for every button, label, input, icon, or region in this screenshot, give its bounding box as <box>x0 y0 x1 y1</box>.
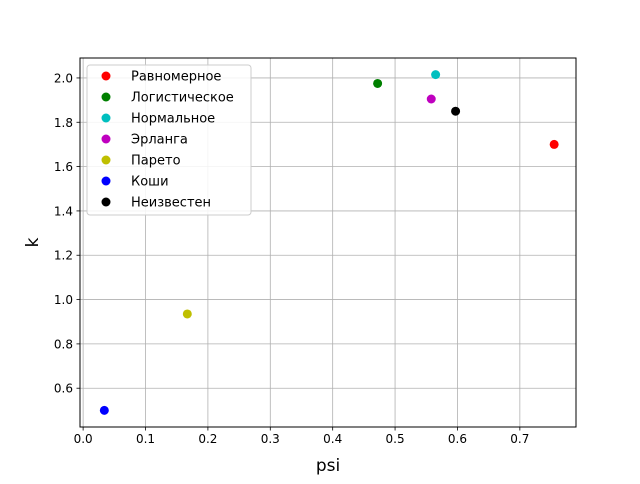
x-tick-label: 0.1 <box>136 432 155 446</box>
y-tick-label: 1.4 <box>54 204 73 218</box>
x-tick-label: 0.6 <box>448 432 467 446</box>
legend-marker <box>101 92 111 102</box>
y-tick-label: 2.0 <box>54 71 73 85</box>
y-tick-label: 1.8 <box>54 116 73 130</box>
x-tick-label: 0.0 <box>74 432 93 446</box>
axis-ticks: 0.0 0.1 0.2 0.3 0.4 0.5 0.6 0.7 0.6 0.8 1.0 1.2 1.4 1… <box>54 71 529 446</box>
data-point <box>373 78 383 88</box>
data-point <box>431 70 441 80</box>
y-tick-label: 1.0 <box>54 293 73 307</box>
y-tick-label: 1.2 <box>54 249 73 263</box>
y-tick-label: 0.8 <box>54 337 73 351</box>
x-tick-label: 0.5 <box>386 432 405 446</box>
legend-label: Неизвестен <box>131 196 211 211</box>
x-axis-label: psi <box>316 456 340 476</box>
legend-label: Нормальное <box>131 112 215 127</box>
data-point <box>426 94 436 104</box>
data-point <box>99 405 109 415</box>
y-tick-label: 1.6 <box>54 160 73 174</box>
data-point <box>549 139 559 149</box>
data-point <box>451 106 461 116</box>
x-tick-label: 0.4 <box>323 432 342 446</box>
legend-label: Равномерное <box>131 70 221 85</box>
legend-box <box>86 64 252 216</box>
legend-label: Эрланга <box>131 133 188 148</box>
legend-label: Логистическое <box>131 91 234 106</box>
legend-marker <box>101 197 111 207</box>
x-tick-label: 0.3 <box>261 432 280 446</box>
data-point <box>182 309 192 319</box>
plot-frame <box>79 57 577 428</box>
x-tick-label: 0.2 <box>198 432 217 446</box>
x-tick-label: 0.7 <box>510 432 529 446</box>
y-axis-label: k <box>23 237 43 247</box>
legend-marker <box>101 134 111 144</box>
data-points <box>99 70 559 415</box>
legend-label: Парето <box>131 154 181 169</box>
legend: Равномерное Логистическое Нормальное Эрланг… <box>86 64 252 216</box>
legend-marker <box>101 176 111 186</box>
legend-marker <box>101 155 111 165</box>
legend-marker <box>101 71 111 81</box>
legend-marker <box>101 113 111 123</box>
legend-label: Коши <box>131 175 169 190</box>
y-tick-label: 0.6 <box>54 382 73 396</box>
